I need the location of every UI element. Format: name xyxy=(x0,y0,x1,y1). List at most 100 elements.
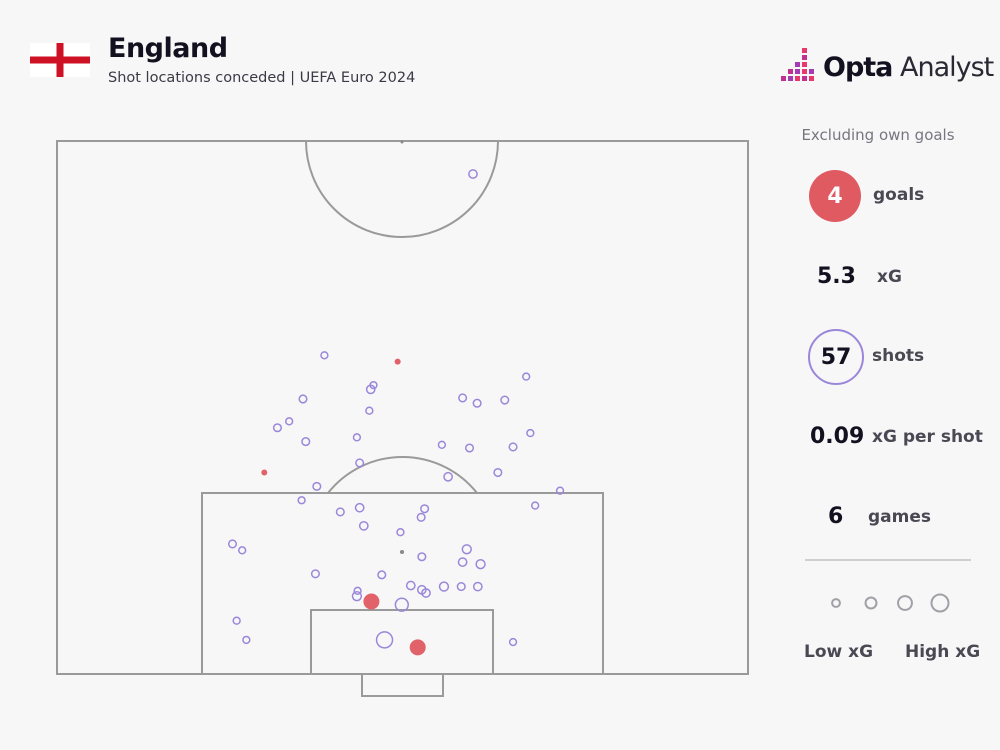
shot-no-goal xyxy=(508,442,518,452)
legend-size-circle xyxy=(864,596,878,610)
shot-no-goal xyxy=(530,501,540,510)
shots-layer xyxy=(227,169,565,656)
shot-no-goal xyxy=(475,559,486,570)
logo-light: Analyst xyxy=(892,52,994,83)
shot-no-goal xyxy=(285,417,294,426)
shot-no-goal xyxy=(310,569,320,579)
shot-no-goal xyxy=(377,570,387,580)
opta-logo-mark xyxy=(781,48,814,81)
shot-no-goal xyxy=(437,440,447,449)
shot-no-goal xyxy=(420,504,430,514)
penalty-spot xyxy=(400,550,404,554)
shot-no-goal xyxy=(443,471,453,482)
penalty-arc xyxy=(327,455,478,494)
logo-pixel xyxy=(809,69,814,74)
xg-per-shot-label: xG per shot xyxy=(872,427,983,447)
shot-no-goal xyxy=(464,443,475,453)
shot-no-goal xyxy=(298,394,308,404)
logo-pixel xyxy=(802,62,807,67)
shot-no-goal xyxy=(456,582,466,592)
shot-no-goal xyxy=(421,588,431,598)
shot-no-goal xyxy=(417,552,427,562)
shot-no-goal xyxy=(272,423,282,433)
six-yard-box xyxy=(310,609,494,675)
shot-no-goal xyxy=(354,502,365,513)
shot-no-goal xyxy=(375,631,394,649)
shot-no-goal xyxy=(522,372,531,381)
logo-pixel xyxy=(795,62,800,67)
shot-no-goal xyxy=(472,581,483,592)
shot-no-goal xyxy=(493,467,503,478)
logo-pixel xyxy=(802,76,807,81)
shots-badge: 57 xyxy=(808,329,864,385)
shot-goal xyxy=(409,639,426,656)
shot-no-goal xyxy=(227,539,238,549)
logo-pixel xyxy=(788,76,793,81)
shot-no-goal xyxy=(416,512,426,522)
legend-high-label: High xG xyxy=(905,642,981,662)
shot-goal xyxy=(394,358,401,365)
pitch-outline xyxy=(56,140,749,675)
centre-circle xyxy=(305,140,499,238)
games-value: 6 xyxy=(828,504,844,529)
page-title: England xyxy=(108,33,228,64)
shot-no-goal xyxy=(238,546,247,555)
shot-no-goal xyxy=(555,486,565,495)
logo-pixel xyxy=(788,69,793,74)
logo-bold: Opta xyxy=(823,52,893,83)
goal xyxy=(361,673,444,697)
shot-no-goal xyxy=(351,591,363,602)
shot-no-goal xyxy=(394,597,409,612)
shot-no-goal xyxy=(297,496,306,505)
shots-label: shots xyxy=(872,346,925,366)
logo-pixel xyxy=(802,55,807,60)
games-label: games xyxy=(868,507,932,527)
shot-no-goal xyxy=(468,169,478,179)
legend-low-label: Low xG xyxy=(804,642,874,662)
goals-badge: 4 xyxy=(809,170,861,222)
shot-no-goal xyxy=(396,528,405,537)
shots-value: 57 xyxy=(820,344,852,370)
centre-spot xyxy=(400,140,404,144)
shot-no-goal xyxy=(320,351,329,360)
shot-no-goal xyxy=(232,616,241,625)
goals-label: goals xyxy=(873,185,925,205)
shot-no-goal xyxy=(457,557,468,567)
shot-no-goal xyxy=(508,637,518,647)
stats-note: Excluding own goals xyxy=(801,126,955,144)
shot-no-goal xyxy=(365,406,374,415)
logo-pixel xyxy=(809,76,814,81)
shot-no-goal xyxy=(301,437,311,447)
xg-value: 5.3 xyxy=(817,264,856,289)
xg-per-shot-value: 0.09 xyxy=(810,424,865,449)
shot-no-goal xyxy=(458,393,468,403)
shot-goal xyxy=(363,593,380,610)
shot-no-goal xyxy=(365,384,376,395)
shot-no-goal xyxy=(355,458,365,468)
shot-no-goal xyxy=(353,586,362,596)
shot-no-goal xyxy=(461,544,472,555)
shot-no-goal xyxy=(312,481,322,491)
logo-pixel xyxy=(802,69,807,74)
shot-no-goal xyxy=(405,580,416,591)
shot-no-goal xyxy=(526,428,535,438)
england-flag xyxy=(30,43,90,77)
goals-value: 4 xyxy=(827,183,843,209)
shot-no-goal xyxy=(242,635,251,645)
page-subtitle: Shot locations conceded | UEFA Euro 2024 xyxy=(108,70,416,86)
legend-size-circle xyxy=(897,595,913,611)
legend-size-circle xyxy=(831,598,841,608)
shot-no-goal xyxy=(358,520,369,531)
xg-legend xyxy=(831,593,950,613)
legend-size-circle xyxy=(930,593,950,613)
shot-goal xyxy=(261,469,268,476)
logo-pixel xyxy=(781,76,786,81)
shot-no-goal xyxy=(500,395,510,405)
shot-no-goal xyxy=(352,433,362,442)
shot-no-goal xyxy=(335,507,345,517)
logo-pixel xyxy=(795,69,800,74)
logo-pixel xyxy=(795,76,800,81)
shot-no-goal xyxy=(472,398,482,408)
